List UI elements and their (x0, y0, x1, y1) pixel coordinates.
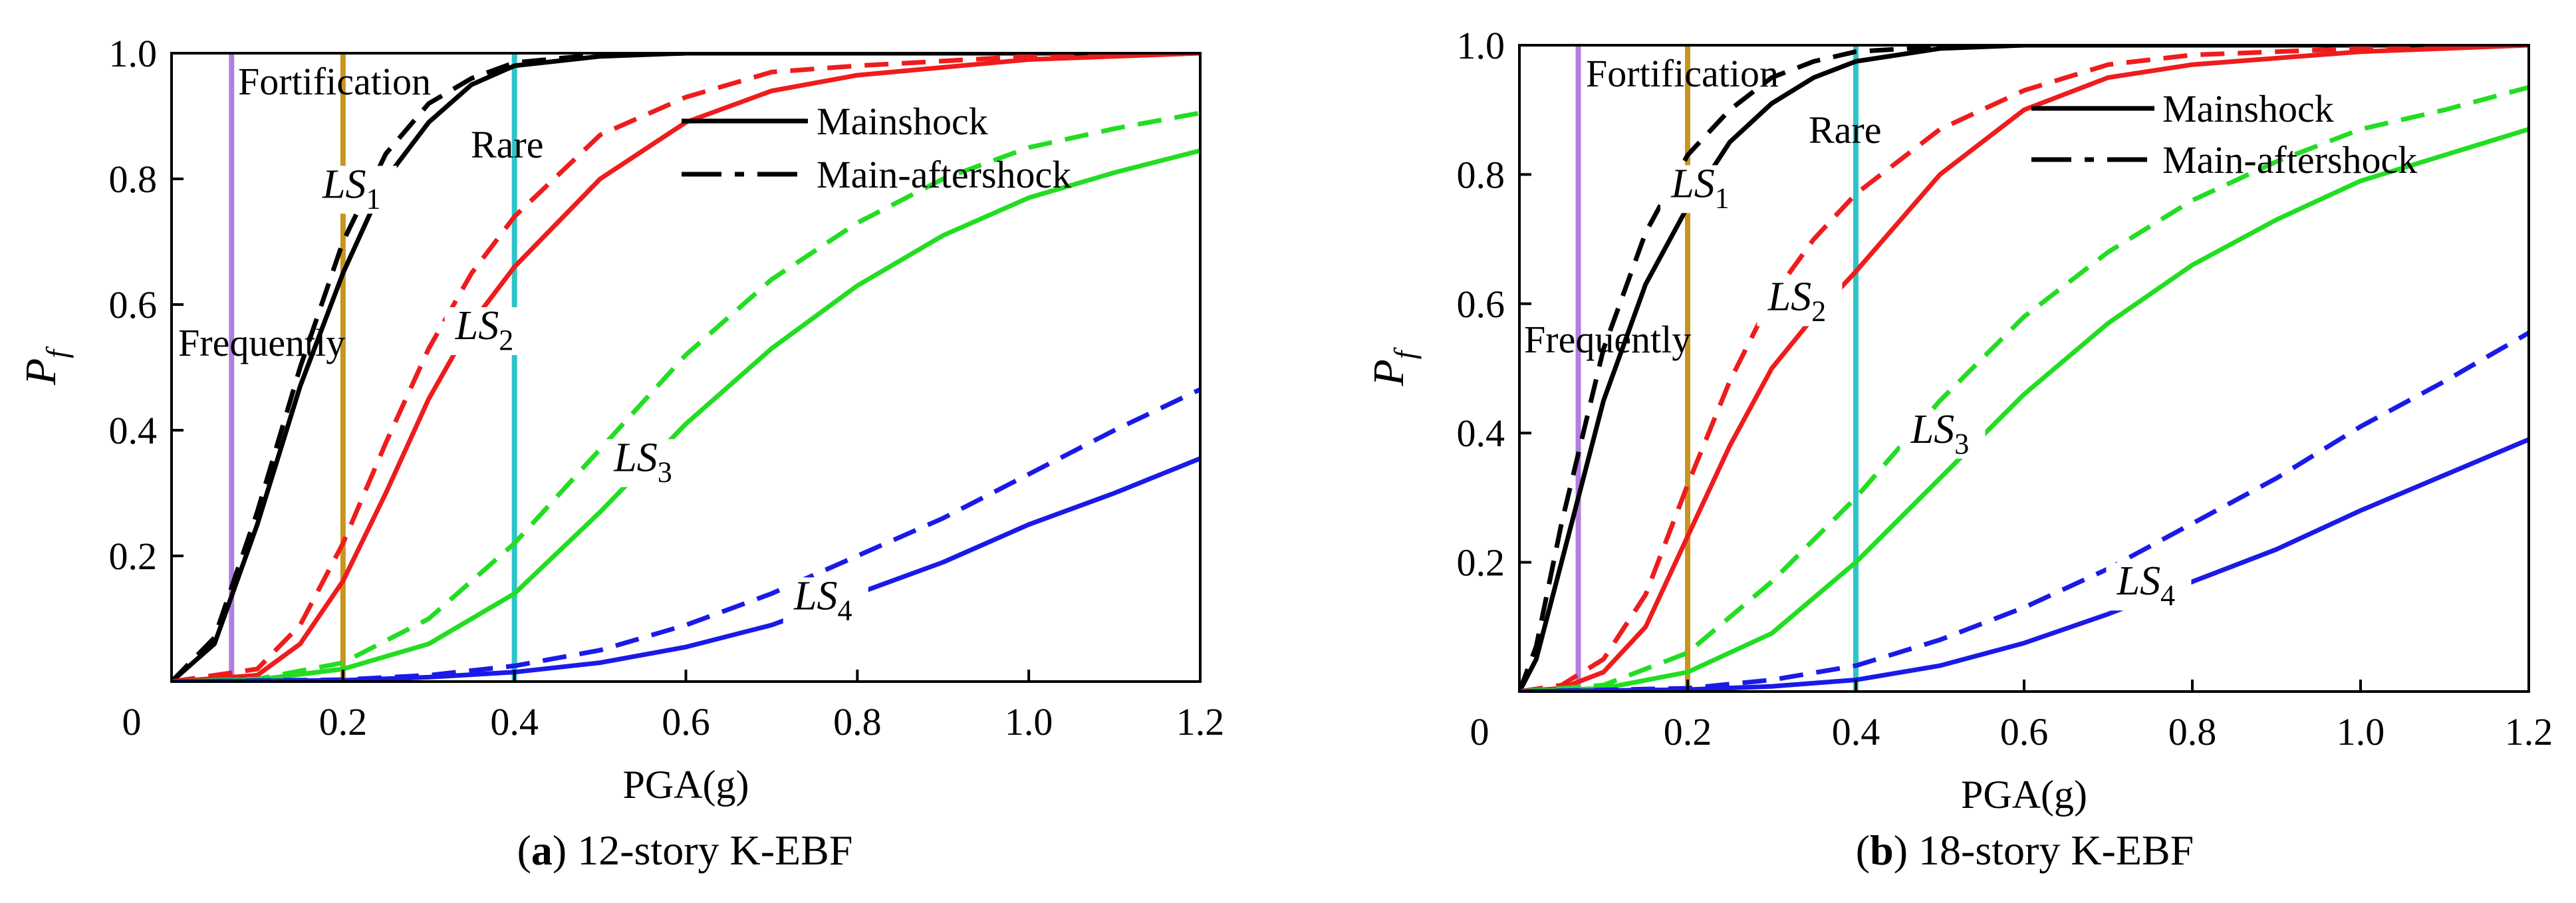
reference-label-rare: Rare (1809, 108, 1882, 152)
x-tick-label: 0 (1470, 710, 1489, 753)
series-ls1-dashed (1519, 45, 2529, 692)
reference-label-rare: Rare (471, 123, 544, 166)
legend-label-mainshock: Mainshock (817, 100, 988, 143)
x-tick-label: 0.4 (1832, 710, 1880, 753)
annotation-ls4: LS4 (2117, 559, 2175, 612)
series-ls2-dashed (172, 53, 1200, 682)
x-tick-label: 1.2 (1176, 700, 1225, 743)
series-ls4-dashed (172, 387, 1200, 682)
annotation-ls2: LS2 (455, 303, 513, 356)
x-tick-label: 0.6 (662, 700, 710, 743)
annotation-ls1: LS1 (1670, 161, 1729, 214)
x-tick-label: 0.4 (490, 700, 539, 743)
annotation-ls3: LS3 (1910, 407, 1969, 460)
x-tick-label: 1.2 (2505, 710, 2553, 753)
series-ls3-solid (1519, 127, 2529, 692)
series-ls3-dashed (1519, 84, 2529, 692)
x-tick-label: 0.2 (319, 700, 368, 743)
panel-b: 0 0.2 0.4 0.6 0.8 1.0 1.2 0.2 0.4 0.6 0.8 1.0 PGA(g)… (1364, 24, 2553, 874)
x-tick-label: 0.8 (2168, 710, 2217, 753)
y-tick-label: 0.2 (1457, 541, 1505, 584)
panel-a: 0 0.2 0.4 0.6 0.8 1.0 1.2 0.2 0.4 0.6 0.8 1.0 PGA(g)… (17, 32, 1224, 874)
reference-label-frequently: Frequently (1524, 318, 1691, 361)
y-tick-label: 1.0 (109, 32, 158, 75)
reference-label-fortification: Fortification (238, 60, 431, 103)
series-ls4-solid (1519, 437, 2529, 692)
y-tick-label: 0.4 (1457, 412, 1505, 455)
plot-frame (170, 52, 1202, 683)
x-tick-label: 1.0 (1005, 700, 1053, 743)
y-axis-label: Pf (1364, 346, 1422, 386)
reference-label-frequently: Frequently (178, 321, 345, 364)
legend-label-main-aftershock: Main-aftershock (817, 153, 1071, 196)
x-tick-label: 1.0 (2337, 710, 2385, 753)
annotation-ls1: LS1 (322, 162, 380, 215)
y-tick-label: 0.4 (109, 409, 158, 452)
x-tick-label: 0 (122, 700, 142, 743)
y-tick-label: 1.0 (1457, 24, 1505, 67)
series-ls1-solid (172, 53, 1200, 682)
panel-caption: (a) 12-story K-EBF (517, 827, 853, 874)
y-tick-label: 0.2 (109, 535, 158, 578)
series-ls3-solid (172, 148, 1200, 682)
x-axis-label: PGA(g) (1961, 773, 2087, 817)
y-tick-label: 0.8 (109, 158, 158, 201)
series-ls4-dashed (1519, 330, 2529, 692)
legend-label-main-aftershock: Main-aftershock (2162, 138, 2417, 182)
y-tick-label: 0.8 (1457, 153, 1505, 196)
annotation-ls3: LS3 (613, 435, 672, 488)
annotation-ls4: LS4 (793, 573, 852, 626)
series-ls2-dashed (1519, 45, 2529, 692)
reference-label-fortification: Fortification (1586, 52, 1779, 95)
series-ls2-solid (172, 53, 1200, 682)
y-axis-label: Pf (17, 346, 74, 386)
y-tick-label: 0.6 (109, 283, 158, 326)
x-axis-label: PGA(g) (623, 763, 749, 807)
series-ls1-dashed (172, 53, 1200, 682)
annotation-ls2: LS2 (1767, 275, 1826, 328)
panel-caption: (b) 18-story K-EBF (1856, 827, 2194, 874)
legend-label-mainshock: Mainshock (2162, 87, 2334, 130)
series-ls4-solid (172, 456, 1200, 682)
series-ls3-dashed (172, 110, 1200, 682)
x-tick-label: 0.8 (833, 700, 882, 743)
y-tick-label: 0.6 (1457, 283, 1505, 326)
x-tick-label: 0.2 (1664, 710, 1712, 753)
x-tick-label: 0.6 (2000, 710, 2049, 753)
